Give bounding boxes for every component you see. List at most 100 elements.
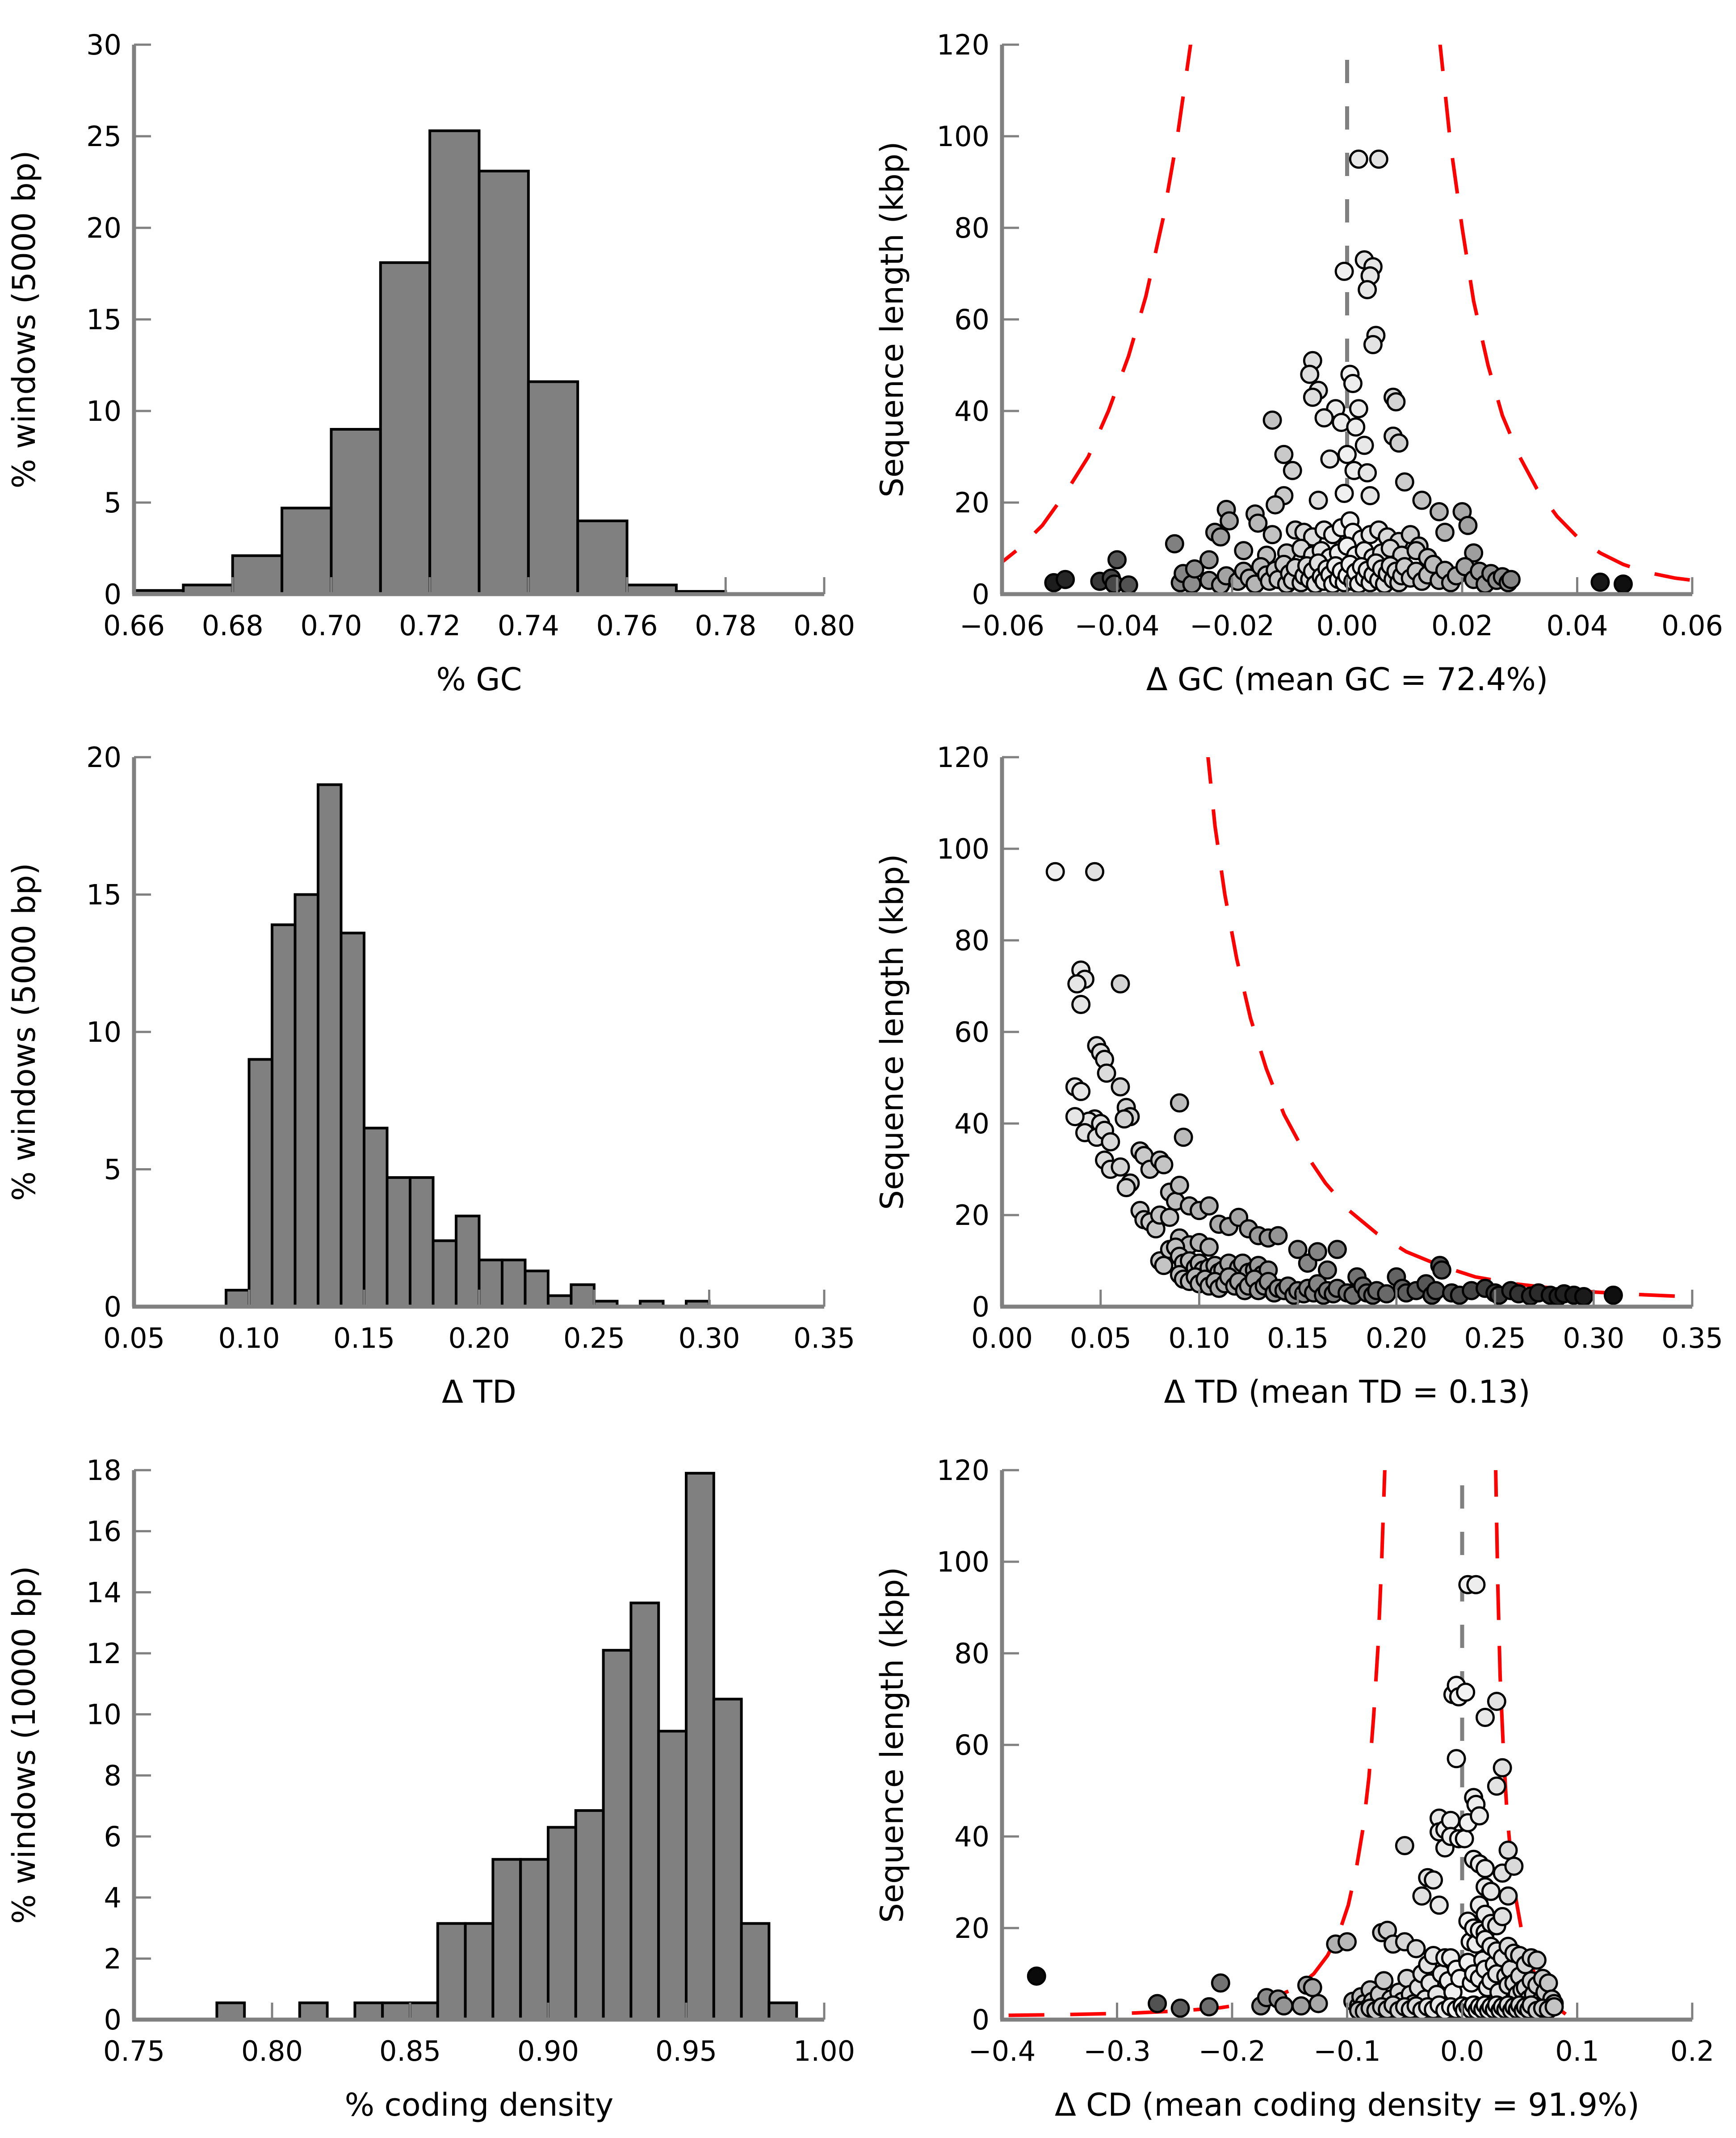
x-tick-label: 0.1 bbox=[1555, 2035, 1599, 2067]
scatter-point bbox=[1343, 374, 1363, 393]
scatter-point bbox=[1447, 1749, 1466, 1769]
scatter-point bbox=[1111, 1077, 1130, 1097]
y-tick-label: 100 bbox=[937, 833, 990, 865]
y-tick-label: 15 bbox=[86, 303, 122, 336]
histogram-bar bbox=[379, 261, 432, 595]
y-tick-label: 18 bbox=[86, 1454, 122, 1487]
scatter-point bbox=[1424, 1870, 1443, 1890]
x-axis-label: Δ TD (mean TD = 0.13) bbox=[1164, 1374, 1530, 1410]
scatter-point bbox=[1346, 417, 1366, 437]
x-tick-label: 0.30 bbox=[678, 1322, 740, 1354]
scatter-point bbox=[1498, 1886, 1518, 1906]
y-tick-label: 16 bbox=[86, 1515, 122, 1548]
x-tick-label: 0.90 bbox=[517, 2035, 579, 2067]
scatter-point bbox=[1111, 1157, 1130, 1177]
scatter-point bbox=[1111, 974, 1130, 994]
scatter-point bbox=[1101, 1132, 1120, 1152]
scatter-point bbox=[1614, 574, 1633, 594]
scatter-point bbox=[1274, 444, 1294, 464]
panel-cd-scatter: −0.4 −0.3 −0.2 −0.1 0.0 0.1 0.2 0 20 40 60 80 100 120… bbox=[874, 1454, 1714, 2123]
scatter-point bbox=[1234, 541, 1254, 561]
scatter-point bbox=[1354, 436, 1374, 455]
y-tick-label: 14 bbox=[86, 1576, 122, 1609]
scatter-point bbox=[1406, 1939, 1426, 1958]
scatter-point bbox=[1501, 570, 1521, 589]
scatter-point bbox=[1435, 523, 1455, 542]
y-tick-label: 0 bbox=[104, 1291, 122, 1323]
y-tick-label: 10 bbox=[86, 395, 122, 428]
scatter-point bbox=[1199, 1196, 1219, 1216]
scatter-point bbox=[1374, 1971, 1394, 1991]
y-tick-label: 6 bbox=[104, 1820, 122, 1853]
scatter-point bbox=[1262, 525, 1282, 545]
scatter-point bbox=[1065, 1107, 1085, 1127]
scatter-point bbox=[1386, 392, 1406, 411]
histogram-bar bbox=[353, 2001, 384, 2021]
histogram-bar bbox=[464, 1922, 495, 2021]
scatter-point bbox=[1303, 1978, 1322, 1997]
x-tick-label: 0.15 bbox=[333, 1322, 395, 1354]
scatter-point bbox=[1498, 1840, 1518, 1860]
histogram-bar bbox=[547, 1826, 577, 2021]
scatter-point bbox=[1248, 513, 1268, 533]
scatter-point bbox=[1338, 1932, 1357, 1952]
scatter-point bbox=[1544, 1997, 1564, 2016]
y-tick-label: 10 bbox=[86, 1698, 122, 1731]
histogram-bar bbox=[570, 1283, 595, 1308]
y-tick-label: 5 bbox=[104, 1153, 122, 1186]
scatter-point bbox=[1085, 862, 1104, 881]
scatter-point bbox=[1116, 1178, 1136, 1197]
y-tick-label: 120 bbox=[937, 741, 990, 774]
y-tick-label: 5 bbox=[104, 486, 122, 519]
scatter-point bbox=[1056, 570, 1075, 589]
x-tick-label: 1.00 bbox=[793, 2035, 855, 2067]
y-tick-label: 0 bbox=[972, 578, 990, 611]
x-tick-label: 0.06 bbox=[1661, 609, 1723, 642]
scatter-point bbox=[1274, 1996, 1294, 2016]
scatter-point bbox=[1334, 261, 1354, 281]
scatter-point bbox=[1320, 449, 1340, 469]
scatter-point bbox=[1441, 1811, 1460, 1830]
scatter-point bbox=[1395, 472, 1414, 492]
y-tick-label: 20 bbox=[954, 1912, 990, 1945]
histogram-bar bbox=[432, 1239, 457, 1308]
scatter-point bbox=[1119, 575, 1138, 595]
histogram-bar bbox=[409, 1176, 435, 1308]
histogram-bar bbox=[386, 1176, 411, 1308]
scatter-point bbox=[1107, 550, 1127, 570]
x-tick-label: −0.3 bbox=[1083, 2035, 1151, 2067]
scatter-point bbox=[1292, 1996, 1311, 2016]
x-tick-label: 0.20 bbox=[1366, 1322, 1427, 1354]
histogram-bar bbox=[298, 2001, 329, 2021]
x-tick-label: 0.70 bbox=[300, 609, 362, 642]
scatter-point bbox=[1115, 1109, 1134, 1129]
panel-td-histogram: 0.05 0.10 0.15 0.20 0.25 0.30 0.35 0 5 10 15 20 Δ TD… bbox=[6, 741, 855, 1410]
histogram-bar bbox=[574, 1809, 605, 2021]
y-tick-label: 40 bbox=[954, 395, 990, 428]
x-tick-label: 0.76 bbox=[596, 609, 658, 642]
y-axis-label: % windows (10000 bp) bbox=[6, 1566, 42, 1924]
y-tick-label: 100 bbox=[937, 1546, 990, 1578]
x-tick-label: −0.06 bbox=[960, 609, 1044, 642]
scatter-point bbox=[1349, 399, 1368, 419]
histogram-bar bbox=[455, 1215, 481, 1308]
scatter-point bbox=[1493, 1758, 1512, 1777]
x-tick-label: −0.04 bbox=[1075, 609, 1160, 642]
histogram-bar bbox=[436, 1922, 467, 2021]
scatter-point bbox=[1303, 387, 1322, 407]
scatter-point bbox=[1432, 1260, 1451, 1280]
scatter-point bbox=[1603, 1285, 1623, 1305]
y-tick-label: 40 bbox=[954, 1107, 990, 1140]
x-axis-label: Δ CD (mean coding density = 91.9%) bbox=[1055, 2087, 1640, 2123]
scatter-point bbox=[1174, 1128, 1193, 1147]
x-tick-label: −0.02 bbox=[1190, 609, 1275, 642]
y-axis-label: Sequence length (kbp) bbox=[874, 1567, 910, 1923]
x-tick-label: 0.0 bbox=[1440, 2035, 1484, 2067]
x-tick-label: 0.35 bbox=[1661, 1322, 1723, 1354]
scatter-point bbox=[1456, 1682, 1476, 1702]
x-tick-label: 0.75 bbox=[103, 2035, 165, 2067]
histogram-bar bbox=[712, 1698, 743, 2021]
panel-gc-scatter: −0.06 −0.04 −0.02 0.00 0.02 0.04 0.06 0 20 40 60 80… bbox=[874, 29, 1723, 698]
scatter-point bbox=[1481, 1882, 1501, 1901]
scatter-point bbox=[1262, 411, 1282, 430]
